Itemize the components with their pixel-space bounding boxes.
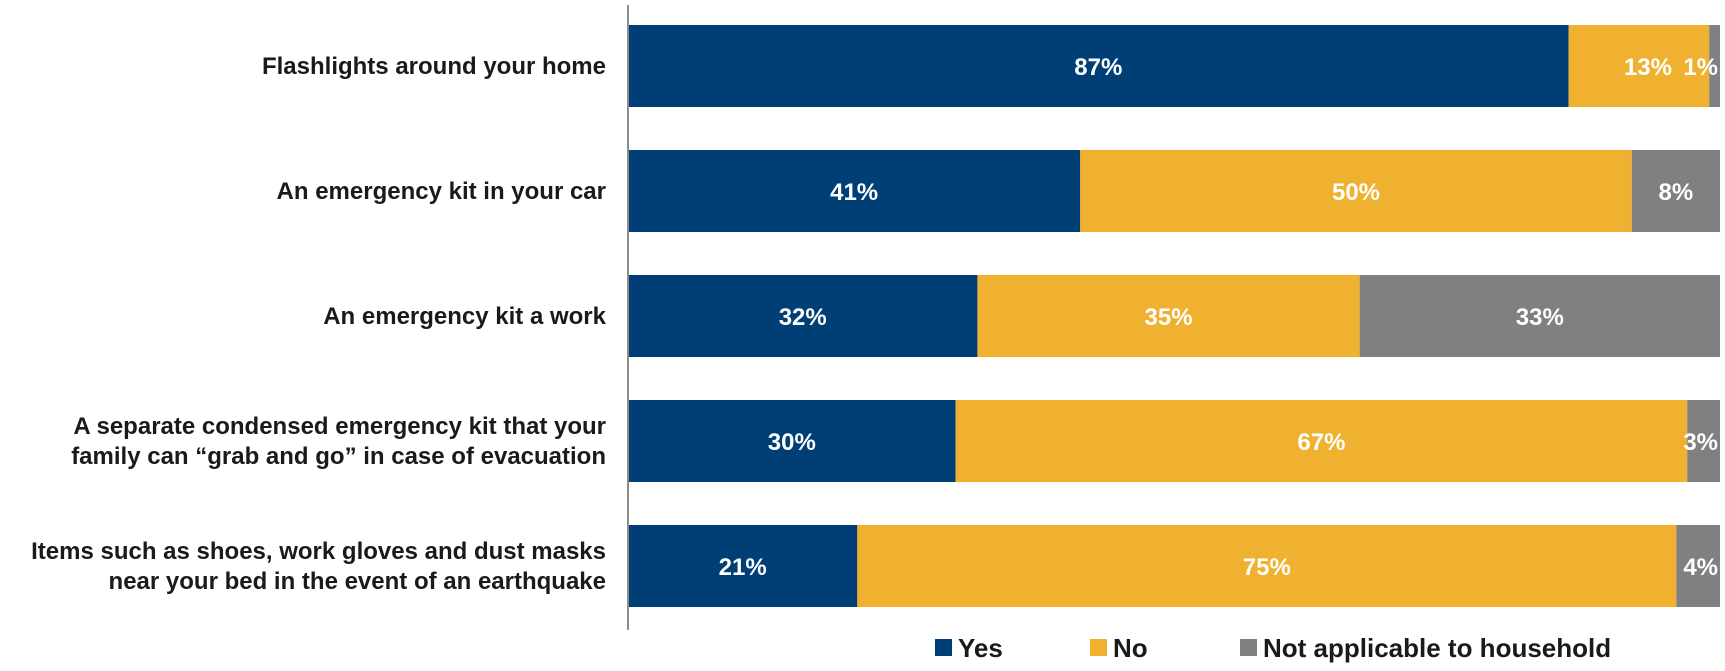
bar-no — [1080, 150, 1632, 232]
category-label-line: Items such as shoes, work gloves and dus… — [31, 538, 606, 565]
category-label-line: family can “grab and go” in case of evac… — [71, 443, 606, 470]
bar-no — [977, 275, 1360, 357]
bar-yes — [628, 275, 978, 357]
category-label: An emergency kit a work — [323, 303, 606, 330]
legend-swatch — [1240, 639, 1257, 656]
legend-swatch — [935, 639, 952, 656]
legend: Yes No Not applicable to household — [935, 633, 1611, 663]
bar-not-applicable-to-household — [1676, 525, 1720, 607]
data-label-not-applicable-to-household: 1% — [1683, 54, 1718, 81]
category-label: Items such as shoes, work gloves and dus… — [31, 538, 606, 595]
bar-yes — [628, 25, 1569, 107]
bar-yes — [628, 400, 956, 482]
bar-no — [1568, 25, 1710, 107]
legend-label: No — [1113, 633, 1148, 663]
bar-no — [955, 400, 1688, 482]
bar-yes — [628, 525, 858, 607]
data-label-not-applicable-to-household: 4% — [1683, 554, 1718, 581]
category-labels: Flashlights around your home An emergency… — [31, 53, 607, 595]
legend-label: Not applicable to household — [1263, 633, 1611, 663]
value-labels: 87% 13% 1% 41% 50% 8% 32% 35% 33% 30% 67% 3% 21% 75% 4… — [719, 54, 1718, 581]
category-label: Flashlights around your home — [262, 53, 606, 80]
data-label-yes: 41% — [830, 179, 878, 206]
legend-label: Yes — [958, 633, 1003, 663]
bars-layer — [628, 25, 1720, 607]
category-label-line: An emergency kit in your car — [277, 178, 606, 205]
data-label-not-applicable-to-household: 33% — [1516, 304, 1564, 331]
legend-item-yes: Yes — [935, 633, 1003, 663]
category-label-line: An emergency kit a work — [323, 303, 606, 330]
legend-swatch — [1090, 639, 1107, 656]
bar-not-applicable-to-household — [1687, 400, 1720, 482]
bar-yes — [628, 150, 1081, 232]
data-label-no: 13% — [1624, 54, 1672, 81]
data-label-yes: 87% — [1074, 54, 1122, 81]
bar-not-applicable-to-household — [1631, 150, 1720, 232]
category-label-line: Flashlights around your home — [262, 53, 606, 80]
data-label-yes: 21% — [719, 554, 767, 581]
data-label-not-applicable-to-household: 3% — [1683, 429, 1718, 456]
data-label-yes: 30% — [768, 429, 816, 456]
legend-item-not-applicable-to-household: Not applicable to household — [1240, 633, 1611, 663]
category-label: An emergency kit in your car — [277, 178, 606, 205]
category-label-line: near your bed in the event of an earthqu… — [109, 568, 606, 595]
legend-item-no: No — [1090, 633, 1148, 663]
data-label-not-applicable-to-household: 8% — [1659, 179, 1694, 206]
data-label-no: 35% — [1145, 304, 1193, 331]
bar-no — [857, 525, 1677, 607]
data-label-yes: 32% — [779, 304, 827, 331]
bar-not-applicable-to-household — [1359, 275, 1720, 357]
bar-not-applicable-to-household — [1709, 25, 1720, 107]
data-label-no: 75% — [1243, 554, 1291, 581]
data-label-no: 50% — [1332, 179, 1380, 206]
category-label-line: A separate condensed emergency kit that … — [73, 413, 606, 440]
data-label-no: 67% — [1297, 429, 1345, 456]
category-label: A separate condensed emergency kit that … — [71, 413, 606, 470]
